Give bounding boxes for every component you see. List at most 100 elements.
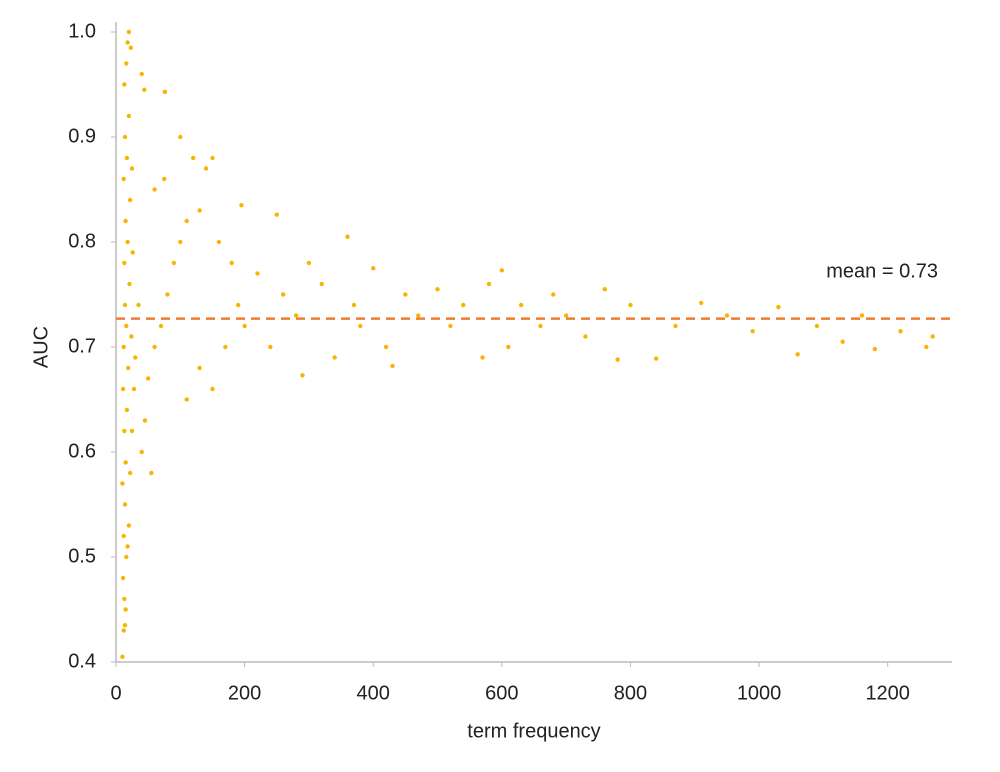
y-tick-label: 1.0 — [68, 20, 96, 42]
point — [274, 212, 279, 217]
point — [133, 355, 138, 360]
point — [371, 266, 376, 271]
x-tick-label: 1000 — [737, 682, 782, 704]
point — [128, 45, 133, 50]
point — [255, 271, 260, 276]
point — [184, 218, 189, 224]
point — [139, 71, 144, 77]
y-tick-label: 0.4 — [68, 650, 96, 672]
point — [197, 208, 202, 213]
point — [124, 407, 130, 413]
point — [435, 287, 440, 292]
point — [124, 61, 129, 66]
point — [358, 323, 363, 329]
point — [127, 197, 133, 203]
point — [122, 428, 127, 434]
point — [126, 29, 132, 35]
point — [120, 386, 126, 392]
x-tick-label: 0 — [110, 682, 121, 704]
point — [840, 339, 845, 344]
point — [120, 481, 125, 486]
point — [319, 281, 324, 287]
point — [673, 323, 678, 329]
y-tick-label: 0.5 — [68, 545, 96, 567]
point — [125, 239, 130, 245]
point — [123, 460, 128, 465]
point — [239, 203, 244, 208]
point — [149, 470, 154, 476]
point — [268, 344, 273, 350]
point — [518, 302, 524, 308]
point — [859, 313, 865, 318]
point — [126, 523, 132, 528]
point — [165, 292, 170, 297]
point — [178, 134, 183, 140]
point — [122, 502, 128, 507]
point — [121, 628, 126, 633]
point — [628, 302, 633, 308]
point — [122, 82, 127, 87]
point — [122, 302, 128, 308]
point — [203, 166, 209, 171]
point — [383, 344, 389, 350]
point — [300, 373, 305, 378]
point — [152, 344, 157, 350]
point — [223, 344, 228, 350]
point — [122, 134, 128, 140]
point — [121, 344, 126, 350]
point — [653, 356, 659, 361]
point — [122, 596, 127, 602]
point — [699, 300, 704, 306]
point — [124, 155, 130, 161]
point — [776, 304, 781, 310]
mean-label: mean = 0.73 — [826, 260, 938, 282]
point — [332, 355, 337, 360]
x-tick-label: 400 — [357, 682, 390, 704]
point — [583, 334, 588, 339]
y-axis-label: AUC — [30, 326, 52, 368]
point — [563, 313, 569, 318]
point — [152, 187, 157, 192]
point — [145, 376, 151, 381]
point — [139, 449, 144, 455]
point — [142, 87, 147, 92]
point — [124, 554, 129, 560]
point — [461, 302, 466, 308]
point — [930, 334, 935, 339]
point — [123, 218, 128, 224]
point — [499, 268, 505, 273]
point — [127, 470, 133, 476]
point — [229, 260, 234, 266]
point — [184, 397, 189, 402]
y-tick-label: 0.7 — [68, 335, 96, 357]
point — [345, 234, 350, 239]
point — [124, 323, 129, 329]
point — [190, 155, 196, 161]
point — [602, 287, 607, 292]
point — [123, 607, 128, 612]
point — [486, 281, 492, 287]
y-tick-label: 0.6 — [68, 440, 96, 462]
x-tick-label: 600 — [485, 682, 518, 704]
point — [924, 344, 929, 350]
point — [216, 239, 222, 245]
point — [122, 623, 128, 628]
point — [390, 363, 395, 369]
point — [121, 176, 126, 182]
point — [814, 323, 820, 329]
point — [158, 323, 164, 329]
point — [448, 323, 453, 329]
point — [129, 428, 135, 434]
x-tick-label: 1200 — [865, 682, 910, 704]
point — [351, 302, 357, 308]
point — [898, 329, 903, 334]
point — [281, 292, 286, 297]
point — [750, 329, 755, 334]
point — [178, 239, 183, 245]
x-tick-label: 200 — [228, 682, 261, 704]
point — [795, 352, 800, 357]
y-tick-label: 0.8 — [68, 230, 96, 252]
y-tick-label: 0.9 — [68, 125, 96, 147]
point — [210, 386, 215, 392]
point — [162, 89, 168, 95]
